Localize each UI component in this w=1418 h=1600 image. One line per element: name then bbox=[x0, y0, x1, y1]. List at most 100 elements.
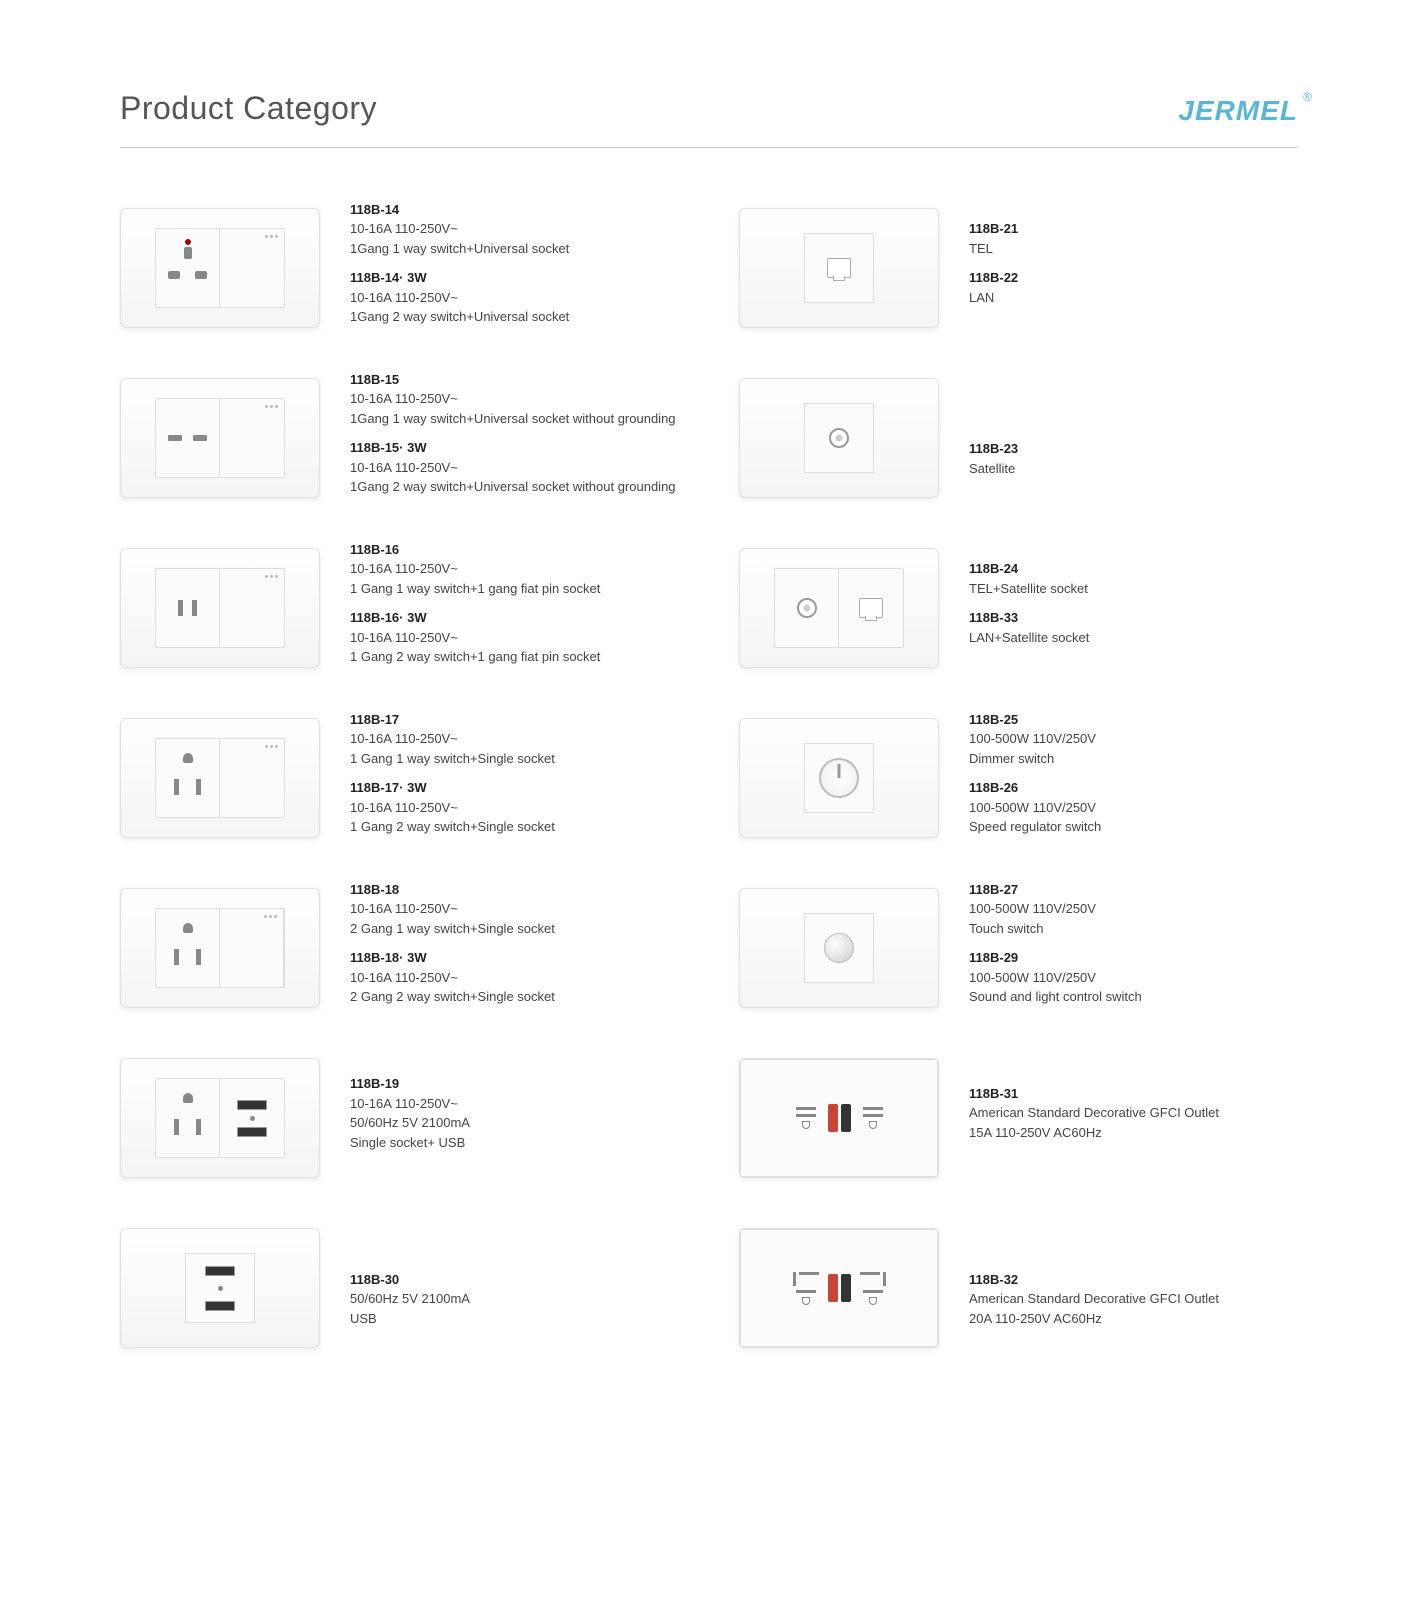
model-code: 118B-26 bbox=[969, 778, 1101, 798]
desc-text: Dimmer switch bbox=[969, 749, 1101, 769]
desc-text: Satellite bbox=[969, 459, 1018, 479]
brand-logo: JERMEL bbox=[1178, 95, 1298, 127]
spec-text: 10-16A 110-250V~ bbox=[350, 628, 600, 648]
product-desc: 118B-25100-500W 110V/250VDimmer switch 1… bbox=[969, 710, 1101, 847]
spec-text: 10-16A 110-250V~ bbox=[350, 798, 555, 818]
model-code: 118B-19 bbox=[350, 1074, 470, 1094]
product-row: 118B-1510-16A 110-250V~1Gang 1 way switc… bbox=[120, 368, 679, 508]
model-code: 118B-14 bbox=[350, 200, 569, 220]
product-desc: 118B-21TEL 118B-22LAN bbox=[969, 219, 1018, 317]
model-code: 118B-18 bbox=[350, 880, 555, 900]
desc-text: Speed regulator switch bbox=[969, 817, 1101, 837]
product-desc: 118B-1410-16A 110-250V~1Gang 1 way switc… bbox=[350, 200, 569, 337]
product-row: 118B-32American Standard Decorative GFCI… bbox=[739, 1218, 1298, 1358]
product-desc: 118B-24TEL+Satellite socket 118B-33LAN+S… bbox=[969, 559, 1089, 657]
spec-text: 10-16A 110-250V~ bbox=[350, 219, 569, 239]
spec-text: 10-16A 110-250V~ bbox=[350, 559, 600, 579]
spec-text: 50/60Hz 5V 2100mA bbox=[350, 1113, 470, 1133]
product-image bbox=[120, 1058, 320, 1178]
spec-text: 10-16A 110-250V~ bbox=[350, 968, 555, 988]
model-code: 118B-30 bbox=[350, 1270, 470, 1290]
product-image bbox=[120, 1228, 320, 1348]
product-desc: 118B-27100-500W 110V/250VTouch switch 11… bbox=[969, 880, 1142, 1017]
product-image bbox=[120, 208, 320, 328]
desc-text: 1Gang 1 way switch+Universal socket bbox=[350, 239, 569, 259]
product-desc: 118B-1910-16A 110-250V~50/60Hz 5V 2100mA… bbox=[350, 1074, 470, 1162]
desc-text: USB bbox=[350, 1309, 470, 1329]
product-grid: 118B-1410-16A 110-250V~1Gang 1 way switc… bbox=[120, 198, 1298, 1378]
model-code: 118B-31 bbox=[969, 1084, 1219, 1104]
desc-text: 2 Gang 2 way switch+Single socket bbox=[350, 987, 555, 1007]
spec-text: 50/60Hz 5V 2100mA bbox=[350, 1289, 470, 1309]
spec-text: 100-500W 110V/250V bbox=[969, 899, 1142, 919]
product-image bbox=[739, 1228, 939, 1348]
desc-text: 1Gang 2 way switch+Universal socket with… bbox=[350, 477, 676, 497]
model-code: 118B-32 bbox=[969, 1270, 1219, 1290]
model-code: 118B-14· 3W bbox=[350, 268, 569, 288]
product-row: 118B-21TEL 118B-22LAN bbox=[739, 198, 1298, 338]
spec-text: 10-16A 110-250V~ bbox=[350, 899, 555, 919]
product-row: 118B-23Satellite bbox=[739, 368, 1298, 508]
model-code: 118B-17· 3W bbox=[350, 778, 555, 798]
product-desc: 118B-1510-16A 110-250V~1Gang 1 way switc… bbox=[350, 370, 676, 507]
model-code: 118B-17 bbox=[350, 710, 555, 730]
desc-text: 2 Gang 1 way switch+Single socket bbox=[350, 919, 555, 939]
model-code: 118B-24 bbox=[969, 559, 1089, 579]
product-desc: 118B-31American Standard Decorative GFCI… bbox=[969, 1084, 1219, 1153]
desc-text: 1 Gang 2 way switch+1 gang fiat pin sock… bbox=[350, 647, 600, 667]
product-image bbox=[120, 888, 320, 1008]
model-code: 118B-21 bbox=[969, 219, 1018, 239]
spec-text: 100-500W 110V/250V bbox=[969, 729, 1101, 749]
product-row: 118B-3050/60Hz 5V 2100mAUSB bbox=[120, 1218, 679, 1358]
product-row: 118B-31American Standard Decorative GFCI… bbox=[739, 1048, 1298, 1188]
model-code: 118B-16· 3W bbox=[350, 608, 600, 628]
product-row: 118B-1810-16A 110-250V~2 Gang 1 way swit… bbox=[120, 878, 679, 1018]
spec-text: 10-16A 110-250V~ bbox=[350, 729, 555, 749]
product-image bbox=[120, 378, 320, 498]
desc-text: 1 Gang 1 way switch+1 gang fiat pin sock… bbox=[350, 579, 600, 599]
model-code: 118B-15· 3W bbox=[350, 438, 676, 458]
desc-text: LAN+Satellite socket bbox=[969, 628, 1089, 648]
product-row: 118B-24TEL+Satellite socket 118B-33LAN+S… bbox=[739, 538, 1298, 678]
model-code: 118B-22 bbox=[969, 268, 1018, 288]
model-code: 118B-29 bbox=[969, 948, 1142, 968]
product-image bbox=[739, 888, 939, 1008]
desc-text: Touch switch bbox=[969, 919, 1142, 939]
product-image bbox=[739, 378, 939, 498]
product-row: 118B-1610-16A 110-250V~1 Gang 1 way swit… bbox=[120, 538, 679, 678]
product-desc: 118B-1710-16A 110-250V~1 Gang 1 way swit… bbox=[350, 710, 555, 847]
desc-text: American Standard Decorative GFCI Outlet bbox=[969, 1289, 1219, 1309]
desc-text: 1Gang 2 way switch+Universal socket bbox=[350, 307, 569, 327]
product-row: 118B-1710-16A 110-250V~1 Gang 1 way swit… bbox=[120, 708, 679, 848]
spec-text: 10-16A 110-250V~ bbox=[350, 1094, 470, 1114]
model-code: 118B-16 bbox=[350, 540, 600, 560]
product-image bbox=[739, 208, 939, 328]
model-code: 118B-25 bbox=[969, 710, 1101, 730]
product-desc: 118B-1810-16A 110-250V~2 Gang 1 way swit… bbox=[350, 880, 555, 1017]
model-code: 118B-27 bbox=[969, 880, 1142, 900]
product-row: 118B-25100-500W 110V/250VDimmer switch 1… bbox=[739, 708, 1298, 848]
desc-text: 1Gang 1 way switch+Universal socket with… bbox=[350, 409, 676, 429]
product-desc: 118B-1610-16A 110-250V~1 Gang 1 way swit… bbox=[350, 540, 600, 677]
desc-text: 1 Gang 1 way switch+Single socket bbox=[350, 749, 555, 769]
model-code: 118B-23 bbox=[969, 439, 1018, 459]
desc-text: LAN bbox=[969, 288, 1018, 308]
desc-text: Sound and light control switch bbox=[969, 987, 1142, 1007]
spec-text: 20A 110-250V AC60Hz bbox=[969, 1309, 1219, 1329]
product-image bbox=[739, 1058, 939, 1178]
product-row: 118B-1410-16A 110-250V~1Gang 1 way switc… bbox=[120, 198, 679, 338]
product-desc: 118B-23Satellite bbox=[969, 439, 1018, 508]
spec-text: 10-16A 110-250V~ bbox=[350, 389, 676, 409]
spec-text: 10-16A 110-250V~ bbox=[350, 458, 676, 478]
model-code: 118B-33 bbox=[969, 608, 1089, 628]
spec-text: 100-500W 110V/250V bbox=[969, 968, 1142, 988]
product-image bbox=[120, 718, 320, 838]
product-image bbox=[120, 548, 320, 668]
product-desc: 118B-3050/60Hz 5V 2100mAUSB bbox=[350, 1270, 470, 1359]
page-title: Product Category bbox=[120, 90, 377, 127]
page-header: Product Category JERMEL bbox=[120, 90, 1298, 148]
product-row: 118B-27100-500W 110V/250VTouch switch 11… bbox=[739, 878, 1298, 1018]
desc-text: TEL+Satellite socket bbox=[969, 579, 1089, 599]
product-desc: 118B-32American Standard Decorative GFCI… bbox=[969, 1270, 1219, 1359]
spec-text: 15A 110-250V AC60Hz bbox=[969, 1123, 1219, 1143]
